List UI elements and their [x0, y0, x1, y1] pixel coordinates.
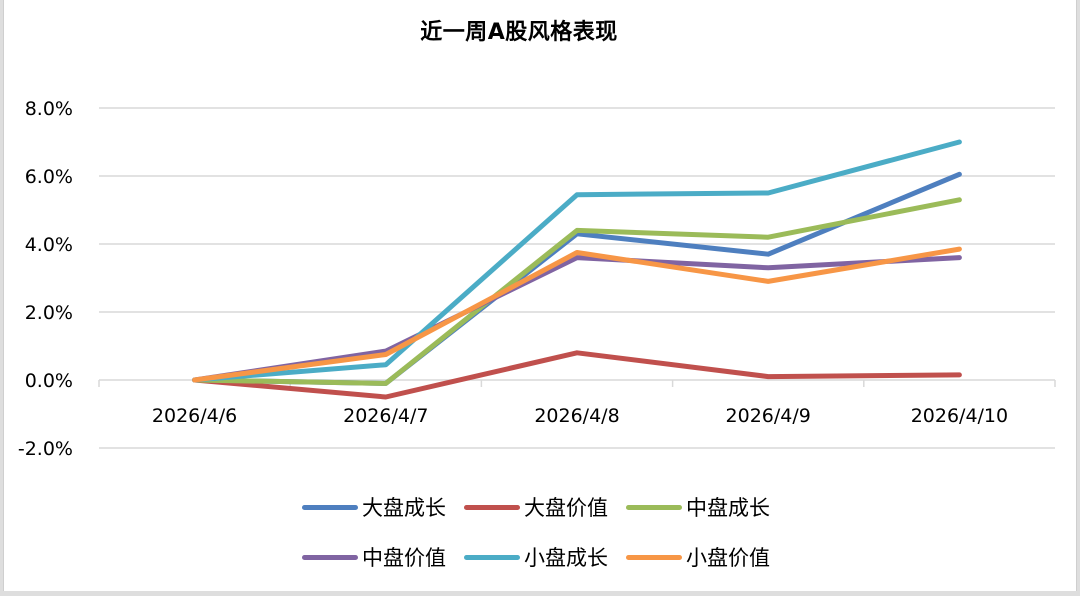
x-tick-label: 2026/4/9	[726, 405, 811, 427]
legend-item: 小盘成长	[464, 542, 626, 572]
chart-frame: 近一周A股风格表现 -2.0% 0.0% 2.0% 4.0% 6.0% 8.0% 2026/…	[3, 0, 1077, 591]
legend-swatch-icon	[302, 504, 358, 510]
y-tick-label: 6.0%	[25, 166, 73, 188]
series-line	[192, 246, 962, 383]
legend-swatch-icon	[626, 504, 682, 510]
legend-label: 中盘价值	[362, 546, 446, 570]
legend-item: 小盘价值	[626, 542, 788, 572]
legend-label: 大盘成长	[362, 496, 446, 520]
legend-swatch-icon	[626, 554, 682, 560]
x-tick-label: 2026/4/6	[152, 405, 237, 427]
x-tick-label: 2026/4/8	[534, 405, 619, 427]
plot-area: -2.0% 0.0% 2.0% 4.0% 6.0% 8.0% 2026/4/6 2026/4/…	[18, 98, 1056, 460]
legend-label: 中盘成长	[686, 496, 770, 520]
y-tick-label: 8.0%	[25, 98, 73, 120]
legend-swatch-icon	[464, 554, 520, 560]
legend-swatch-icon	[464, 504, 520, 510]
legend-item: 中盘成长	[626, 492, 788, 522]
legend-label: 大盘价值	[524, 496, 608, 520]
y-tick-label: 0.0%	[25, 370, 73, 392]
x-tick-label: 2026/4/7	[343, 405, 428, 427]
legend-swatch-icon	[302, 554, 358, 560]
x-tick-label: 2026/4/10	[911, 405, 1008, 427]
legend-item: 中盘价值	[302, 542, 464, 572]
series-line	[192, 255, 962, 383]
y-tick-label: -2.0%	[18, 438, 73, 460]
series-line	[192, 197, 962, 386]
legend-item: 大盘成长	[302, 492, 464, 522]
legend-item: 大盘价值	[464, 492, 626, 522]
legend-label: 小盘价值	[686, 546, 770, 570]
series-line	[192, 139, 962, 383]
legend-label: 小盘成长	[524, 546, 608, 570]
series-line	[192, 350, 962, 400]
y-tick-label: 4.0%	[25, 234, 73, 256]
chart-title: 近一周A股风格表现	[420, 20, 618, 45]
y-tick-label: 2.0%	[25, 302, 73, 324]
legend: 大盘成长 大盘价值 中盘成长中盘价值 小盘成长 小盘价值	[302, 492, 822, 572]
